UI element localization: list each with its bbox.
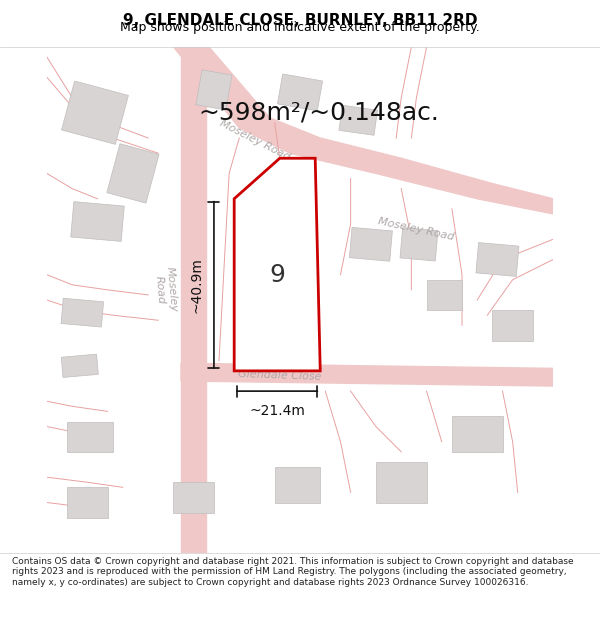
Polygon shape [181,47,206,553]
Polygon shape [173,47,553,214]
Text: 9, GLENDALE CLOSE, BURNLEY, BB11 2RD: 9, GLENDALE CLOSE, BURNLEY, BB11 2RD [123,13,477,28]
Bar [107,144,159,203]
Bar [277,74,323,111]
Bar [452,416,503,452]
Polygon shape [181,363,553,386]
Bar [61,298,104,327]
Text: Glendale Close: Glendale Close [238,369,322,382]
Bar [376,462,427,503]
Bar [275,467,320,502]
Bar [476,242,519,276]
Text: Moseley Road: Moseley Road [377,216,455,242]
Bar [61,354,98,377]
Bar [71,202,124,241]
Bar [493,310,533,341]
Bar [349,228,392,261]
Polygon shape [234,158,320,371]
Text: Moseley
Road: Moseley Road [153,266,179,314]
Text: Map shows position and indicative extent of the property.: Map shows position and indicative extent… [120,21,480,34]
Bar [173,482,214,512]
Text: Contains OS data © Crown copyright and database right 2021. This information is : Contains OS data © Crown copyright and d… [12,557,574,586]
Text: ~40.9m: ~40.9m [190,257,204,312]
Text: ~21.4m: ~21.4m [249,404,305,418]
Text: Moseley Road: Moseley Road [218,119,291,162]
Text: 9: 9 [269,262,285,287]
Bar [196,70,232,110]
Bar [400,228,438,261]
Bar [339,105,377,135]
Bar [67,488,107,518]
Bar [62,81,128,144]
Text: ~598m²/~0.148ac.: ~598m²/~0.148ac. [199,101,440,125]
Bar [67,421,113,452]
Bar [427,280,462,310]
